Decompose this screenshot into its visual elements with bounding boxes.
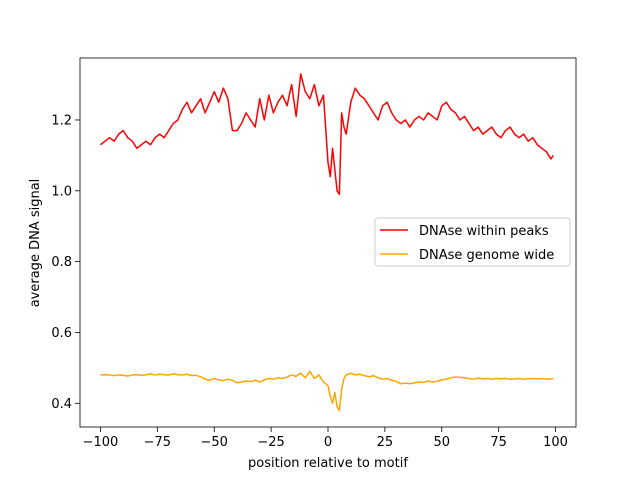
y-axis-label: average DNA signal — [28, 179, 43, 308]
x-tick-label: 0 — [324, 435, 332, 450]
y-tick-label: 0.4 — [51, 397, 72, 412]
y-tick-label: 1.2 — [51, 113, 72, 128]
legend-label-1: DNAse within peaks — [419, 224, 549, 239]
plot-area — [100, 73, 554, 412]
y-tick-label: 1.0 — [51, 184, 72, 199]
series-line-2 — [100, 370, 554, 412]
legend: DNAse within peaks DNAse genome wide — [374, 217, 571, 267]
x-tick-label: 100 — [543, 435, 568, 450]
legend-box — [374, 217, 571, 267]
x-axis-label: position relative to motif — [248, 456, 408, 471]
x-tick-label: −100 — [83, 435, 119, 450]
y-tick-label: 0.8 — [51, 255, 72, 270]
legend-label-2: DNAse genome wide — [419, 248, 554, 263]
x-tick-label: 25 — [377, 435, 394, 450]
x-tick-label: −75 — [144, 435, 171, 450]
series-line-1 — [100, 73, 554, 196]
x-tick-label: 75 — [490, 435, 507, 450]
x-tick-label: 50 — [433, 435, 450, 450]
x-tick-label: −50 — [201, 435, 228, 450]
x-tick-label: −25 — [257, 435, 284, 450]
y-tick-label: 0.6 — [51, 326, 72, 341]
axes: −100 −75 −50 −25 0 25 50 75 100 0.4 0.6 0.8 1.0 1.2 — [51, 57, 577, 450]
